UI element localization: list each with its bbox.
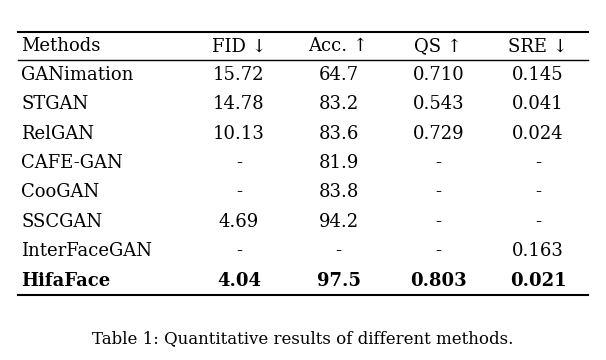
Text: CAFE-GAN: CAFE-GAN xyxy=(21,154,123,172)
Text: HifaFace: HifaFace xyxy=(21,271,110,289)
Text: -: - xyxy=(236,183,242,201)
Text: 14.78: 14.78 xyxy=(213,95,265,113)
Text: 10.13: 10.13 xyxy=(213,125,265,143)
Text: 0.021: 0.021 xyxy=(510,271,566,289)
Text: QS ↑: QS ↑ xyxy=(415,37,462,55)
Text: Table 1: Quantitative results of different methods.: Table 1: Quantitative results of differe… xyxy=(92,330,514,347)
Text: GANimation: GANimation xyxy=(21,66,133,84)
Text: 0.024: 0.024 xyxy=(512,125,564,143)
Text: 83.8: 83.8 xyxy=(318,183,359,201)
Text: 0.163: 0.163 xyxy=(512,242,564,260)
Text: 0.543: 0.543 xyxy=(413,95,464,113)
Text: -: - xyxy=(535,183,541,201)
Text: 94.2: 94.2 xyxy=(319,213,359,231)
Text: 15.72: 15.72 xyxy=(213,66,265,84)
Text: FID ↓: FID ↓ xyxy=(211,37,266,55)
Text: RelGAN: RelGAN xyxy=(21,125,94,143)
Text: 64.7: 64.7 xyxy=(319,66,359,84)
Text: SSCGAN: SSCGAN xyxy=(21,213,102,231)
Text: -: - xyxy=(336,242,342,260)
Text: InterFaceGAN: InterFaceGAN xyxy=(21,242,152,260)
Text: -: - xyxy=(236,242,242,260)
Text: -: - xyxy=(535,154,541,172)
Text: STGAN: STGAN xyxy=(21,95,88,113)
Text: 0.710: 0.710 xyxy=(413,66,464,84)
Text: 97.5: 97.5 xyxy=(316,271,361,289)
Text: 0.145: 0.145 xyxy=(512,66,564,84)
Text: 81.9: 81.9 xyxy=(318,154,359,172)
Text: 83.6: 83.6 xyxy=(318,125,359,143)
Text: 0.803: 0.803 xyxy=(410,271,467,289)
Text: SRE ↓: SRE ↓ xyxy=(508,37,568,55)
Text: -: - xyxy=(435,183,441,201)
Text: 83.2: 83.2 xyxy=(319,95,359,113)
Text: Methods: Methods xyxy=(21,37,101,55)
Text: Acc. ↑: Acc. ↑ xyxy=(308,37,368,55)
Text: -: - xyxy=(236,154,242,172)
Text: -: - xyxy=(435,154,441,172)
Text: -: - xyxy=(435,213,441,231)
Text: 0.729: 0.729 xyxy=(413,125,464,143)
Text: 0.041: 0.041 xyxy=(512,95,564,113)
Text: -: - xyxy=(535,213,541,231)
Text: 4.04: 4.04 xyxy=(217,271,261,289)
Text: 4.69: 4.69 xyxy=(219,213,259,231)
Text: CooGAN: CooGAN xyxy=(21,183,99,201)
Text: -: - xyxy=(435,242,441,260)
